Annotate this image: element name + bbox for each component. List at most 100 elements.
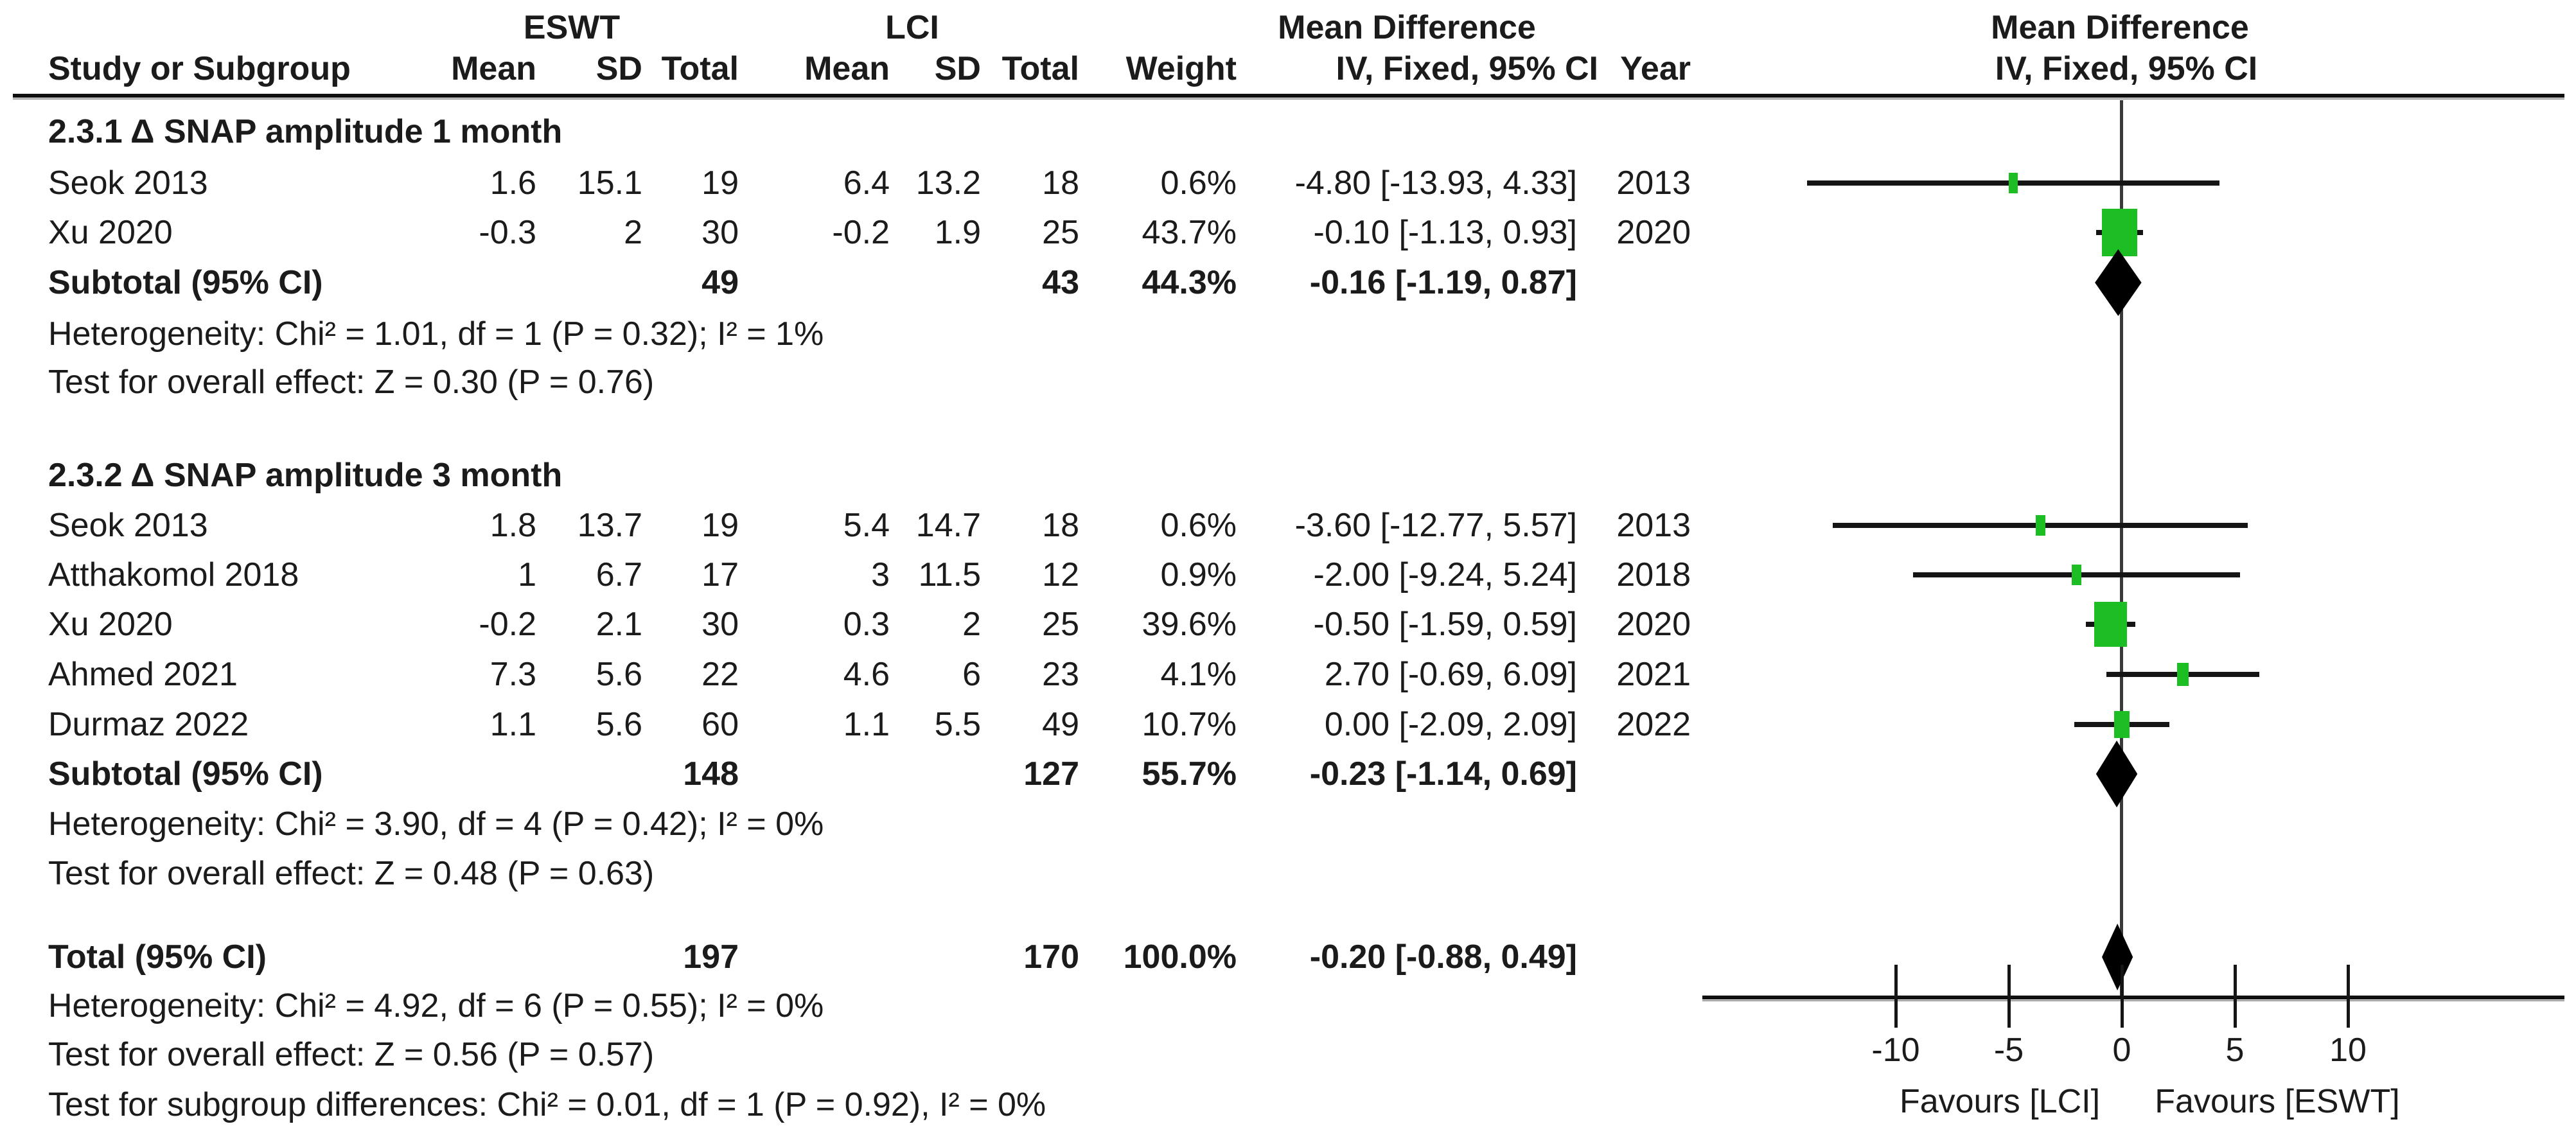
heterogeneity-note-g2: Heterogeneity: Chi² = 3.90, df = 4 (P = … — [48, 805, 824, 843]
heterogeneity-note-total: Heterogeneity: Chi² = 4.92, df = 6 (P = … — [48, 987, 824, 1024]
effect-estimate-square — [2035, 514, 2045, 536]
weight: 4.1% — [1160, 656, 1237, 693]
weight: 100.0% — [1123, 938, 1237, 976]
study-label: Seok 2013 — [48, 164, 208, 202]
effect-estimate-square — [2113, 710, 2130, 739]
study-row-durmaz-2022: Durmaz 2022 1.1 5.6 60 1.1 5.5 49 10.7% … — [0, 699, 2576, 750]
eswt-sd: 5.6 — [595, 656, 642, 693]
weight: 0.6% — [1160, 164, 1237, 202]
eswt-total: 17 — [701, 556, 739, 593]
study-label: Atthakomol 2018 — [48, 556, 299, 593]
md-ci: -0.50 [-1.59, 0.59] — [1313, 606, 1578, 643]
axis-tick-label: 0 — [2112, 1032, 2131, 1069]
md-ci: 2.70 [-0.69, 6.09] — [1324, 656, 1577, 693]
header-rule-shadow — [13, 98, 2564, 100]
col-header-eswt-mean: Mean — [451, 50, 536, 87]
year: 2013 — [1616, 507, 1691, 544]
axis-tick — [2233, 965, 2237, 1028]
md-ci: -0.16 [-1.19, 0.87] — [1309, 264, 1577, 301]
header-rule — [13, 94, 2564, 98]
effect-estimate-square — [2072, 564, 2082, 586]
study-label: Xu 2020 — [48, 606, 173, 643]
axis-tick-label: -5 — [1993, 1032, 2024, 1069]
md-ci: 0.00 [-2.09, 2.09] — [1324, 706, 1577, 743]
eswt-mean: 1.8 — [490, 507, 536, 544]
weight: 39.6% — [1142, 606, 1237, 643]
lci-mean: 1.1 — [843, 706, 890, 743]
axis-tick-label: 10 — [2329, 1032, 2367, 1069]
lci-mean: 3 — [871, 556, 890, 593]
md-ci: -4.80 [-13.93, 4.33] — [1294, 164, 1577, 202]
weight: 0.9% — [1160, 556, 1237, 593]
col-header-iv-fixed-ci-plot: IV, Fixed, 95% CI — [1995, 50, 2258, 87]
favours-left-label: Favours [LCI] — [1899, 1083, 2101, 1120]
eswt-total: 197 — [683, 938, 739, 976]
axis-line — [1702, 996, 2564, 999]
eswt-sd: 5.6 — [595, 706, 642, 743]
effect-estimate-square — [2101, 209, 2138, 256]
eswt-total: 30 — [701, 606, 739, 643]
overall-effect-note-total: Test for overall effect: Z = 0.56 (P = 0… — [48, 1036, 655, 1073]
md-ci: -0.23 [-1.14, 0.69] — [1309, 755, 1577, 793]
col-header-weight: Weight — [1125, 50, 1237, 87]
study-row-ahmed-2021: Ahmed 2021 7.3 5.6 22 4.6 6 23 4.1% 2.70… — [0, 649, 2576, 699]
weight: 44.3% — [1142, 264, 1237, 301]
year: 2018 — [1616, 556, 1691, 593]
eswt-sd: 2.1 — [595, 606, 642, 643]
col-header-eswt-total: Total — [661, 50, 739, 87]
eswt-mean: 1.1 — [490, 706, 536, 743]
lci-mean: 0.3 — [843, 606, 890, 643]
overall-effect-note-g2: Test for overall effect: Z = 0.48 (P = 0… — [48, 855, 655, 892]
eswt-total: 30 — [701, 214, 739, 251]
axis-tick — [1894, 965, 1898, 1028]
lci-sd: 11.5 — [918, 556, 981, 593]
weight: 55.7% — [1142, 755, 1237, 793]
column-header-row: Study or Subgroup Mean SD Total Mean SD … — [0, 44, 2576, 94]
lci-mean: 4.6 — [843, 656, 890, 693]
year: 2020 — [1616, 214, 1691, 251]
lci-total: 23 — [1042, 656, 1079, 693]
effect-estimate-square — [2008, 172, 2018, 194]
col-header-iv-fixed-ci: IV, Fixed, 95% CI — [1336, 50, 1598, 87]
lci-total: 25 — [1042, 214, 1079, 251]
eswt-sd: 2 — [624, 214, 642, 251]
weight: 0.6% — [1160, 507, 1237, 544]
eswt-group-header: ESWT — [523, 9, 621, 46]
md-ci: -2.00 [-9.24, 5.24] — [1313, 556, 1578, 593]
lci-total: 18 — [1042, 507, 1079, 544]
md-ci: -0.20 [-0.88, 0.49] — [1309, 938, 1577, 976]
col-header-eswt-sd: SD — [595, 50, 642, 87]
md-ci: -0.10 [-1.13, 0.93] — [1313, 214, 1578, 251]
lci-total: 49 — [1042, 706, 1079, 743]
eswt-mean: 1 — [518, 556, 536, 593]
year: 2022 — [1616, 706, 1691, 743]
lci-sd: 1.9 — [934, 214, 981, 251]
lci-mean: 5.4 — [843, 507, 890, 544]
study-label: Durmaz 2022 — [48, 706, 249, 743]
eswt-sd: 6.7 — [595, 556, 642, 593]
eswt-mean: 7.3 — [490, 656, 536, 693]
axis-tick — [2007, 965, 2011, 1028]
lci-sd: 5.5 — [934, 706, 981, 743]
col-header-year: Year — [1620, 50, 1691, 87]
study-row-seok-2013-g1: Seok 2013 1.6 15.1 19 6.4 13.2 18 0.6% -… — [0, 158, 2576, 208]
study-row-xu-2020-g2: Xu 2020 -0.2 2.1 30 0.3 2 25 39.6% -0.50… — [0, 599, 2576, 649]
md-ci: -3.60 [-12.77, 5.57] — [1294, 507, 1577, 544]
subgroup-differences-note: Test for subgroup differences: Chi² = 0.… — [48, 1086, 1046, 1123]
eswt-mean: 1.6 — [490, 164, 536, 202]
axis-tick-label: -10 — [1871, 1032, 1920, 1069]
study-label: Ahmed 2021 — [48, 656, 238, 693]
favours-right-label: Favours [ESWT] — [2155, 1083, 2400, 1120]
weight: 43.7% — [1142, 214, 1237, 251]
eswt-mean: -0.3 — [479, 214, 536, 251]
